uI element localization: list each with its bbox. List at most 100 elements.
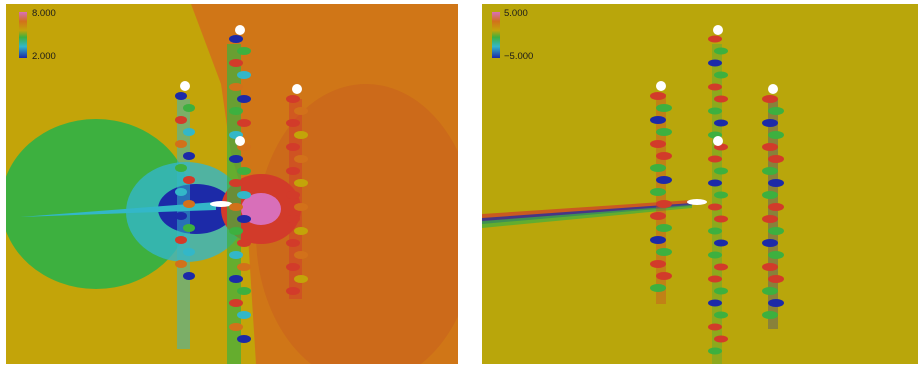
vortex-blob (768, 179, 784, 187)
vortex-blob (183, 200, 195, 208)
vortex-blob (714, 239, 728, 247)
vortex-blob (175, 92, 187, 100)
pressure-field-panel: 8.000 2.000 (6, 4, 458, 364)
vortex-blob (183, 152, 195, 160)
vortex-blob (237, 311, 251, 319)
vortex-blob (708, 83, 722, 91)
vortex-blob (650, 116, 666, 124)
vortex-blob (237, 239, 251, 247)
vortex-blob (237, 167, 251, 175)
vortex-blob (183, 272, 195, 280)
vortex-blob (286, 191, 300, 199)
vortex-blob (237, 287, 251, 295)
vortex-blob (294, 107, 308, 115)
vortex-blob (714, 335, 728, 343)
vortex-blob (708, 59, 722, 67)
vortex-blob (175, 260, 187, 268)
vortex-blob (229, 59, 243, 67)
vortex-blob (286, 287, 300, 295)
vortex-blob (762, 287, 778, 295)
vortex-blob (656, 224, 672, 232)
vortex-blob (229, 203, 243, 211)
colorbar-min-label: 2.000 (32, 51, 56, 62)
vortex-blob (714, 95, 728, 103)
vortex-blob (286, 167, 300, 175)
vortex-blob (656, 152, 672, 160)
vortex-blob (656, 200, 672, 208)
vortex-blob (183, 224, 195, 232)
vortex-blob (650, 212, 666, 220)
vortex-blob (714, 311, 728, 319)
vortex-blob (650, 260, 666, 268)
vortex-blob (286, 143, 300, 151)
vortex-blob (650, 164, 666, 172)
vortex-blob (650, 92, 666, 100)
vortex-blob (708, 275, 722, 283)
vortex-blob (708, 203, 722, 211)
vortex-blob (175, 140, 187, 148)
vortex-blob (762, 191, 778, 199)
vortex-blob (237, 335, 251, 343)
vortex-blob (286, 215, 300, 223)
vortex-blob (768, 251, 784, 259)
vortex-blob (656, 272, 672, 280)
vortex-blob (768, 155, 784, 163)
vortex-blob (714, 71, 728, 79)
vortex-blob (768, 203, 784, 211)
vortex-blob (229, 251, 243, 259)
vortex-blob (237, 47, 251, 55)
vortex-blob (762, 311, 778, 319)
vortex-blob (175, 188, 187, 196)
vortex-blob (183, 104, 195, 112)
vortex-blob (762, 167, 778, 175)
vortex-blob (768, 299, 784, 307)
vortex-blob (237, 119, 251, 127)
vortex-blob (229, 323, 243, 331)
vortex-blob (294, 251, 308, 259)
vortex-blob (708, 107, 722, 115)
vortex-blob (656, 128, 672, 136)
vortex-blob (768, 227, 784, 235)
vorticity-field-panel: 5.000 −5.000 (482, 4, 918, 364)
vortex-blob (294, 179, 308, 187)
vortex-blob (175, 116, 187, 124)
vortex-blob (762, 143, 778, 151)
vortex-blob (708, 179, 722, 187)
vortex-blob (768, 107, 784, 115)
vortex-blob (294, 131, 308, 139)
vortex-blob (175, 164, 187, 172)
vortex-blob (237, 263, 251, 271)
vortex-blob (714, 215, 728, 223)
colorbar-max-label: 8.000 (32, 8, 56, 19)
vortex-blob (650, 236, 666, 244)
vortex-blob (286, 263, 300, 271)
vortex-blob (237, 191, 251, 199)
vortex-blob (708, 299, 722, 307)
vortex-blob (237, 95, 251, 103)
vortex-blob (229, 227, 243, 235)
vortex-blob (714, 263, 728, 271)
vortex-blob (708, 251, 722, 259)
vortex-blob (237, 215, 251, 223)
vortex-blob (294, 155, 308, 163)
vortex-blob (175, 212, 187, 220)
vortex-blob (650, 188, 666, 196)
vortex-blob (183, 248, 195, 256)
vortex-blob (708, 35, 722, 43)
vortex-blob (768, 131, 784, 139)
vortex-blob (650, 284, 666, 292)
vortex-blob (714, 47, 728, 55)
vortex-blob (708, 347, 722, 355)
vortex-blob (229, 83, 243, 91)
vorticity-field-plot (482, 4, 918, 364)
vortex-blob (229, 179, 243, 187)
vortex-blob (286, 119, 300, 127)
vortex-blob (768, 275, 784, 283)
vortex-blob (294, 275, 308, 283)
vortex-blob (294, 227, 308, 235)
vortex-blob (175, 236, 187, 244)
vortex-blob (237, 71, 251, 79)
vortex-blob (183, 128, 195, 136)
vortex-blob (762, 239, 778, 247)
vortex-blob (656, 248, 672, 256)
